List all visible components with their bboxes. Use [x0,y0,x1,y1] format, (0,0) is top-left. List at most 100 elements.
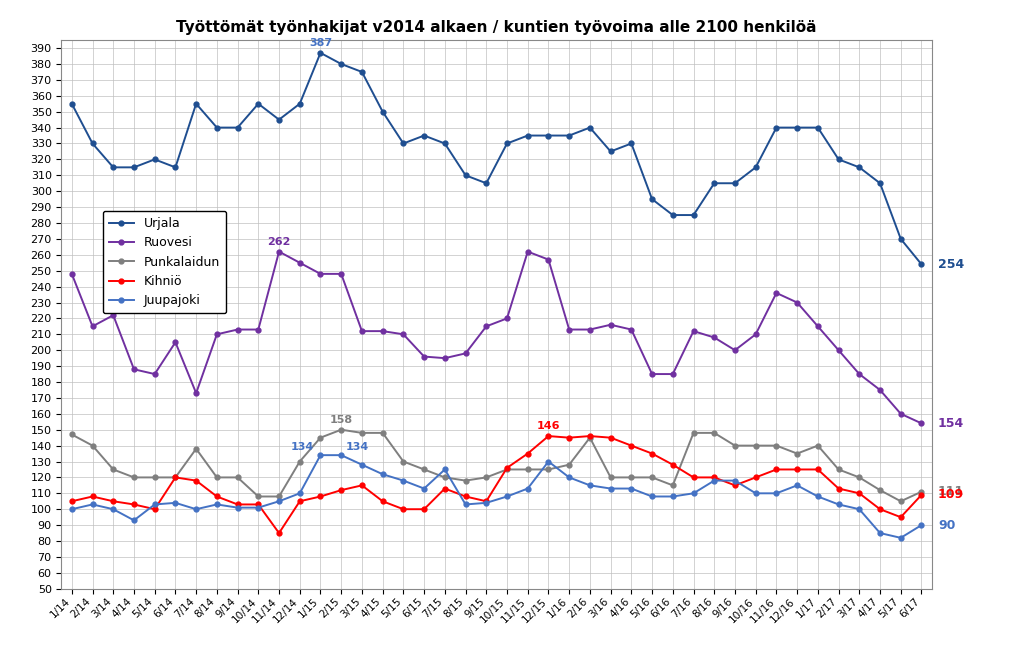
Ruovesi [812,322,824,330]
Punkalaidun [377,429,389,437]
Ruovesi [646,370,658,378]
Kihniö [626,442,638,450]
Urjala [895,235,907,243]
Punkalaidun [501,466,513,474]
Ruovesi [626,326,638,334]
Title: Työttömät työnhakijat v2014 alkaen / kuntien työvoima alle 2100 henkilöä: Työttömät työnhakijat v2014 alkaen / kun… [176,20,817,35]
Kihniö [833,484,845,492]
Juupajoki [687,489,699,497]
Punkalaidun [314,434,327,442]
Urjala [729,179,741,187]
Punkalaidun [853,474,865,482]
Punkalaidun [770,442,782,450]
Ruovesi [418,353,430,361]
Ruovesi [438,354,451,362]
Ruovesi [169,339,181,347]
Ruovesi [791,298,803,306]
Ruovesi [335,270,347,278]
Urjala [397,139,410,147]
Urjala [418,132,430,140]
Urjala [563,132,575,140]
Kihniö [812,466,824,474]
Urjala [355,68,368,76]
Kihniö [646,450,658,458]
Urjala [66,100,78,108]
Urjala [853,163,865,171]
Urjala [148,155,161,163]
Text: 262: 262 [267,237,291,247]
Punkalaidun [438,474,451,482]
Urjala [108,163,120,171]
Juupajoki [750,489,762,497]
Juupajoki [646,492,658,500]
Juupajoki [66,505,78,513]
Juupajoki [211,500,223,508]
Juupajoki [148,500,161,508]
Punkalaidun [895,497,907,505]
Punkalaidun [460,476,472,484]
Juupajoki [128,516,140,524]
Urjala [873,179,886,187]
Urjala [335,60,347,68]
Kihniö [750,474,762,482]
Juupajoki [709,476,721,484]
Urjala [584,124,596,132]
Ruovesi [563,326,575,334]
Kihniö [563,434,575,442]
Punkalaidun [915,488,928,496]
Ruovesi [190,389,203,397]
Ruovesi [294,259,306,267]
Kihniö [501,464,513,472]
Ruovesi [687,327,699,335]
Text: 90: 90 [938,518,955,532]
Juupajoki [335,451,347,459]
Punkalaidun [521,466,534,474]
Text: 254: 254 [938,258,965,271]
Kihniö [460,492,472,500]
Juupajoki [729,476,741,484]
Legend: Urjala, Ruovesi, Punkalaidun, Kihniö, Juupajoki: Urjala, Ruovesi, Punkalaidun, Kihniö, Ju… [102,211,226,314]
Kihniö [543,432,555,440]
Ruovesi [833,346,845,354]
Punkalaidun [604,474,616,482]
Punkalaidun [833,466,845,474]
Line: Kihniö: Kihniö [70,434,924,535]
Ruovesi [895,410,907,418]
Juupajoki [853,505,865,513]
Urjala [770,124,782,132]
Punkalaidun [128,474,140,482]
Ruovesi [108,311,120,319]
Ruovesi [128,365,140,373]
Urjala [377,108,389,116]
Juupajoki [169,499,181,507]
Punkalaidun [418,466,430,474]
Urjala [709,179,721,187]
Kihniö [211,492,223,500]
Punkalaidun [729,442,741,450]
Text: 111: 111 [938,485,965,498]
Urjala [480,179,493,187]
Juupajoki [397,476,410,484]
Urjala [750,163,762,171]
Juupajoki [873,529,886,537]
Ruovesi [480,322,493,330]
Juupajoki [108,505,120,513]
Urjala [543,132,555,140]
Kihniö [294,497,306,505]
Kihniö [272,529,285,537]
Kihniö [667,461,679,469]
Urjala [169,163,181,171]
Kihniö [148,505,161,513]
Urjala [438,139,451,147]
Ruovesi [211,330,223,339]
Juupajoki [294,489,306,497]
Kihniö [335,486,347,494]
Ruovesi [252,326,264,334]
Punkalaidun [294,458,306,466]
Kihniö [169,474,181,482]
Kihniö [770,466,782,474]
Kihniö [418,505,430,513]
Kihniö [584,432,596,440]
Kihniö [480,497,493,505]
Punkalaidun [480,474,493,482]
